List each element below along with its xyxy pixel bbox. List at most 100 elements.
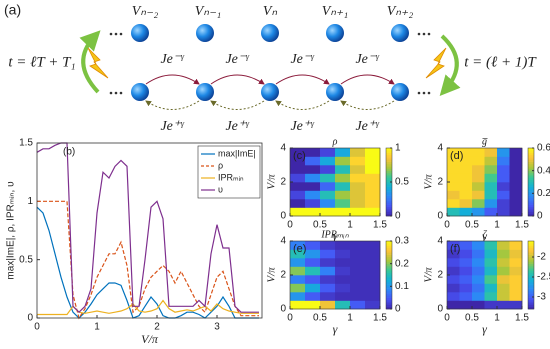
heat-cell	[497, 173, 510, 183]
colorbar-step	[386, 268, 392, 271]
colorbar-step	[528, 284, 534, 287]
heat-cell	[290, 182, 306, 191]
colorbar-step	[528, 191, 534, 194]
x-tick-label: 0	[287, 220, 293, 231]
colorbar-step	[386, 263, 392, 267]
y-tick-label: 2	[437, 177, 443, 188]
panel-title: ζ	[482, 229, 487, 240]
x-tick-label: 0	[444, 220, 450, 231]
heat-cell	[305, 165, 321, 174]
heat-cell	[497, 207, 510, 217]
heat-cell	[305, 156, 321, 166]
hop-label: Je⁻ᵞ	[225, 52, 250, 67]
heat-cell	[335, 182, 351, 191]
heat-cell	[350, 283, 366, 293]
axes-frame	[36, 142, 263, 319]
heat-cell	[459, 292, 473, 301]
heat-cell	[447, 275, 460, 284]
heat-cell	[472, 241, 485, 250]
heat-cell	[350, 207, 366, 217]
y-tick-label: 4	[280, 143, 286, 154]
heat-cell	[497, 283, 510, 293]
heat-cell	[484, 241, 498, 250]
colorbar-step	[528, 182, 534, 185]
heat-cell	[447, 156, 460, 166]
colorbar-step	[386, 252, 392, 255]
heat-cell	[497, 241, 510, 250]
heat-cell	[335, 266, 351, 276]
panel-title: g̅	[481, 136, 488, 147]
heat-cell	[472, 292, 485, 301]
y-axis-label: V/π	[266, 174, 278, 190]
heat-cell	[320, 165, 336, 174]
heat-cell	[350, 275, 366, 284]
heat-cell	[335, 148, 351, 157]
forward-hops	[145, 74, 395, 85]
panel-label: (e)	[293, 243, 306, 255]
heat-cell	[447, 148, 460, 157]
heat-cell	[472, 173, 485, 183]
heat-cell	[290, 249, 306, 259]
colorbar-step	[528, 259, 534, 262]
colorbar-step	[528, 184, 534, 187]
colorbar-step	[386, 304, 392, 308]
colorbar-tick-label: 0.2	[537, 188, 550, 199]
colorbar-step	[386, 245, 392, 249]
colorbar-step	[386, 284, 392, 287]
colorbar-tick-label: 0.3	[395, 236, 409, 247]
colorbar-step	[386, 193, 392, 196]
colorbar-step	[528, 275, 534, 278]
x-tick-label: 1	[94, 322, 100, 333]
heat-cell	[350, 292, 366, 301]
x-axis-label: γ	[333, 229, 338, 243]
y-tick-label: 1	[27, 196, 33, 207]
heat-cell	[497, 165, 510, 174]
colorbar-step	[528, 148, 534, 151]
site-label: Vₙ	[263, 4, 278, 19]
heat-cell	[335, 199, 351, 208]
series-line	[36, 142, 259, 314]
heat-cell	[320, 249, 336, 259]
heat-cell	[459, 266, 473, 276]
heat-cell	[509, 292, 523, 301]
heat-cell	[320, 173, 336, 183]
colorbar-step	[386, 186, 392, 190]
colorbar-tick-label: -2.5	[537, 272, 550, 283]
heat-cell	[350, 190, 366, 200]
y-axis-label: V/π	[423, 174, 435, 190]
heat-cell	[472, 266, 485, 276]
colorbar-step	[386, 154, 392, 158]
heat-cell	[509, 207, 523, 217]
heat-cell	[365, 190, 381, 200]
heat-cell	[484, 292, 498, 301]
colorbar-step	[528, 245, 534, 249]
hop-label: Je⁺ᵞ	[290, 119, 315, 134]
heat-cell	[484, 156, 498, 166]
colorbar-step	[386, 211, 392, 215]
heat-cell	[305, 300, 321, 310]
heat-cell	[459, 249, 473, 259]
colorbar-step	[528, 241, 534, 244]
colorbar-tick-label: 0.5	[395, 177, 409, 188]
legend-label: max|ImE|	[218, 148, 256, 158]
colorbar-step	[528, 243, 534, 246]
y-tick-label: 2	[280, 177, 286, 188]
heat-cell	[497, 275, 510, 284]
x-tick-label: 0.5	[313, 313, 327, 324]
heat-cell	[305, 190, 321, 200]
heat-cell	[509, 241, 523, 250]
panel-title: IPRₘᵢₙ	[320, 229, 349, 240]
colorbar-frame	[527, 147, 535, 217]
heat-cell	[305, 275, 321, 284]
heat-cell	[472, 283, 485, 293]
colorbar-step	[528, 263, 534, 267]
heat-cell	[365, 266, 381, 276]
heat-cell	[472, 300, 485, 310]
heat-cell	[290, 165, 306, 174]
heat-cell	[365, 258, 381, 267]
heat-cell	[365, 300, 381, 310]
x-tick-label: 2	[154, 322, 160, 333]
colorbar-step	[386, 275, 392, 278]
heat-cell	[365, 182, 381, 191]
colorbar-step	[386, 177, 392, 181]
